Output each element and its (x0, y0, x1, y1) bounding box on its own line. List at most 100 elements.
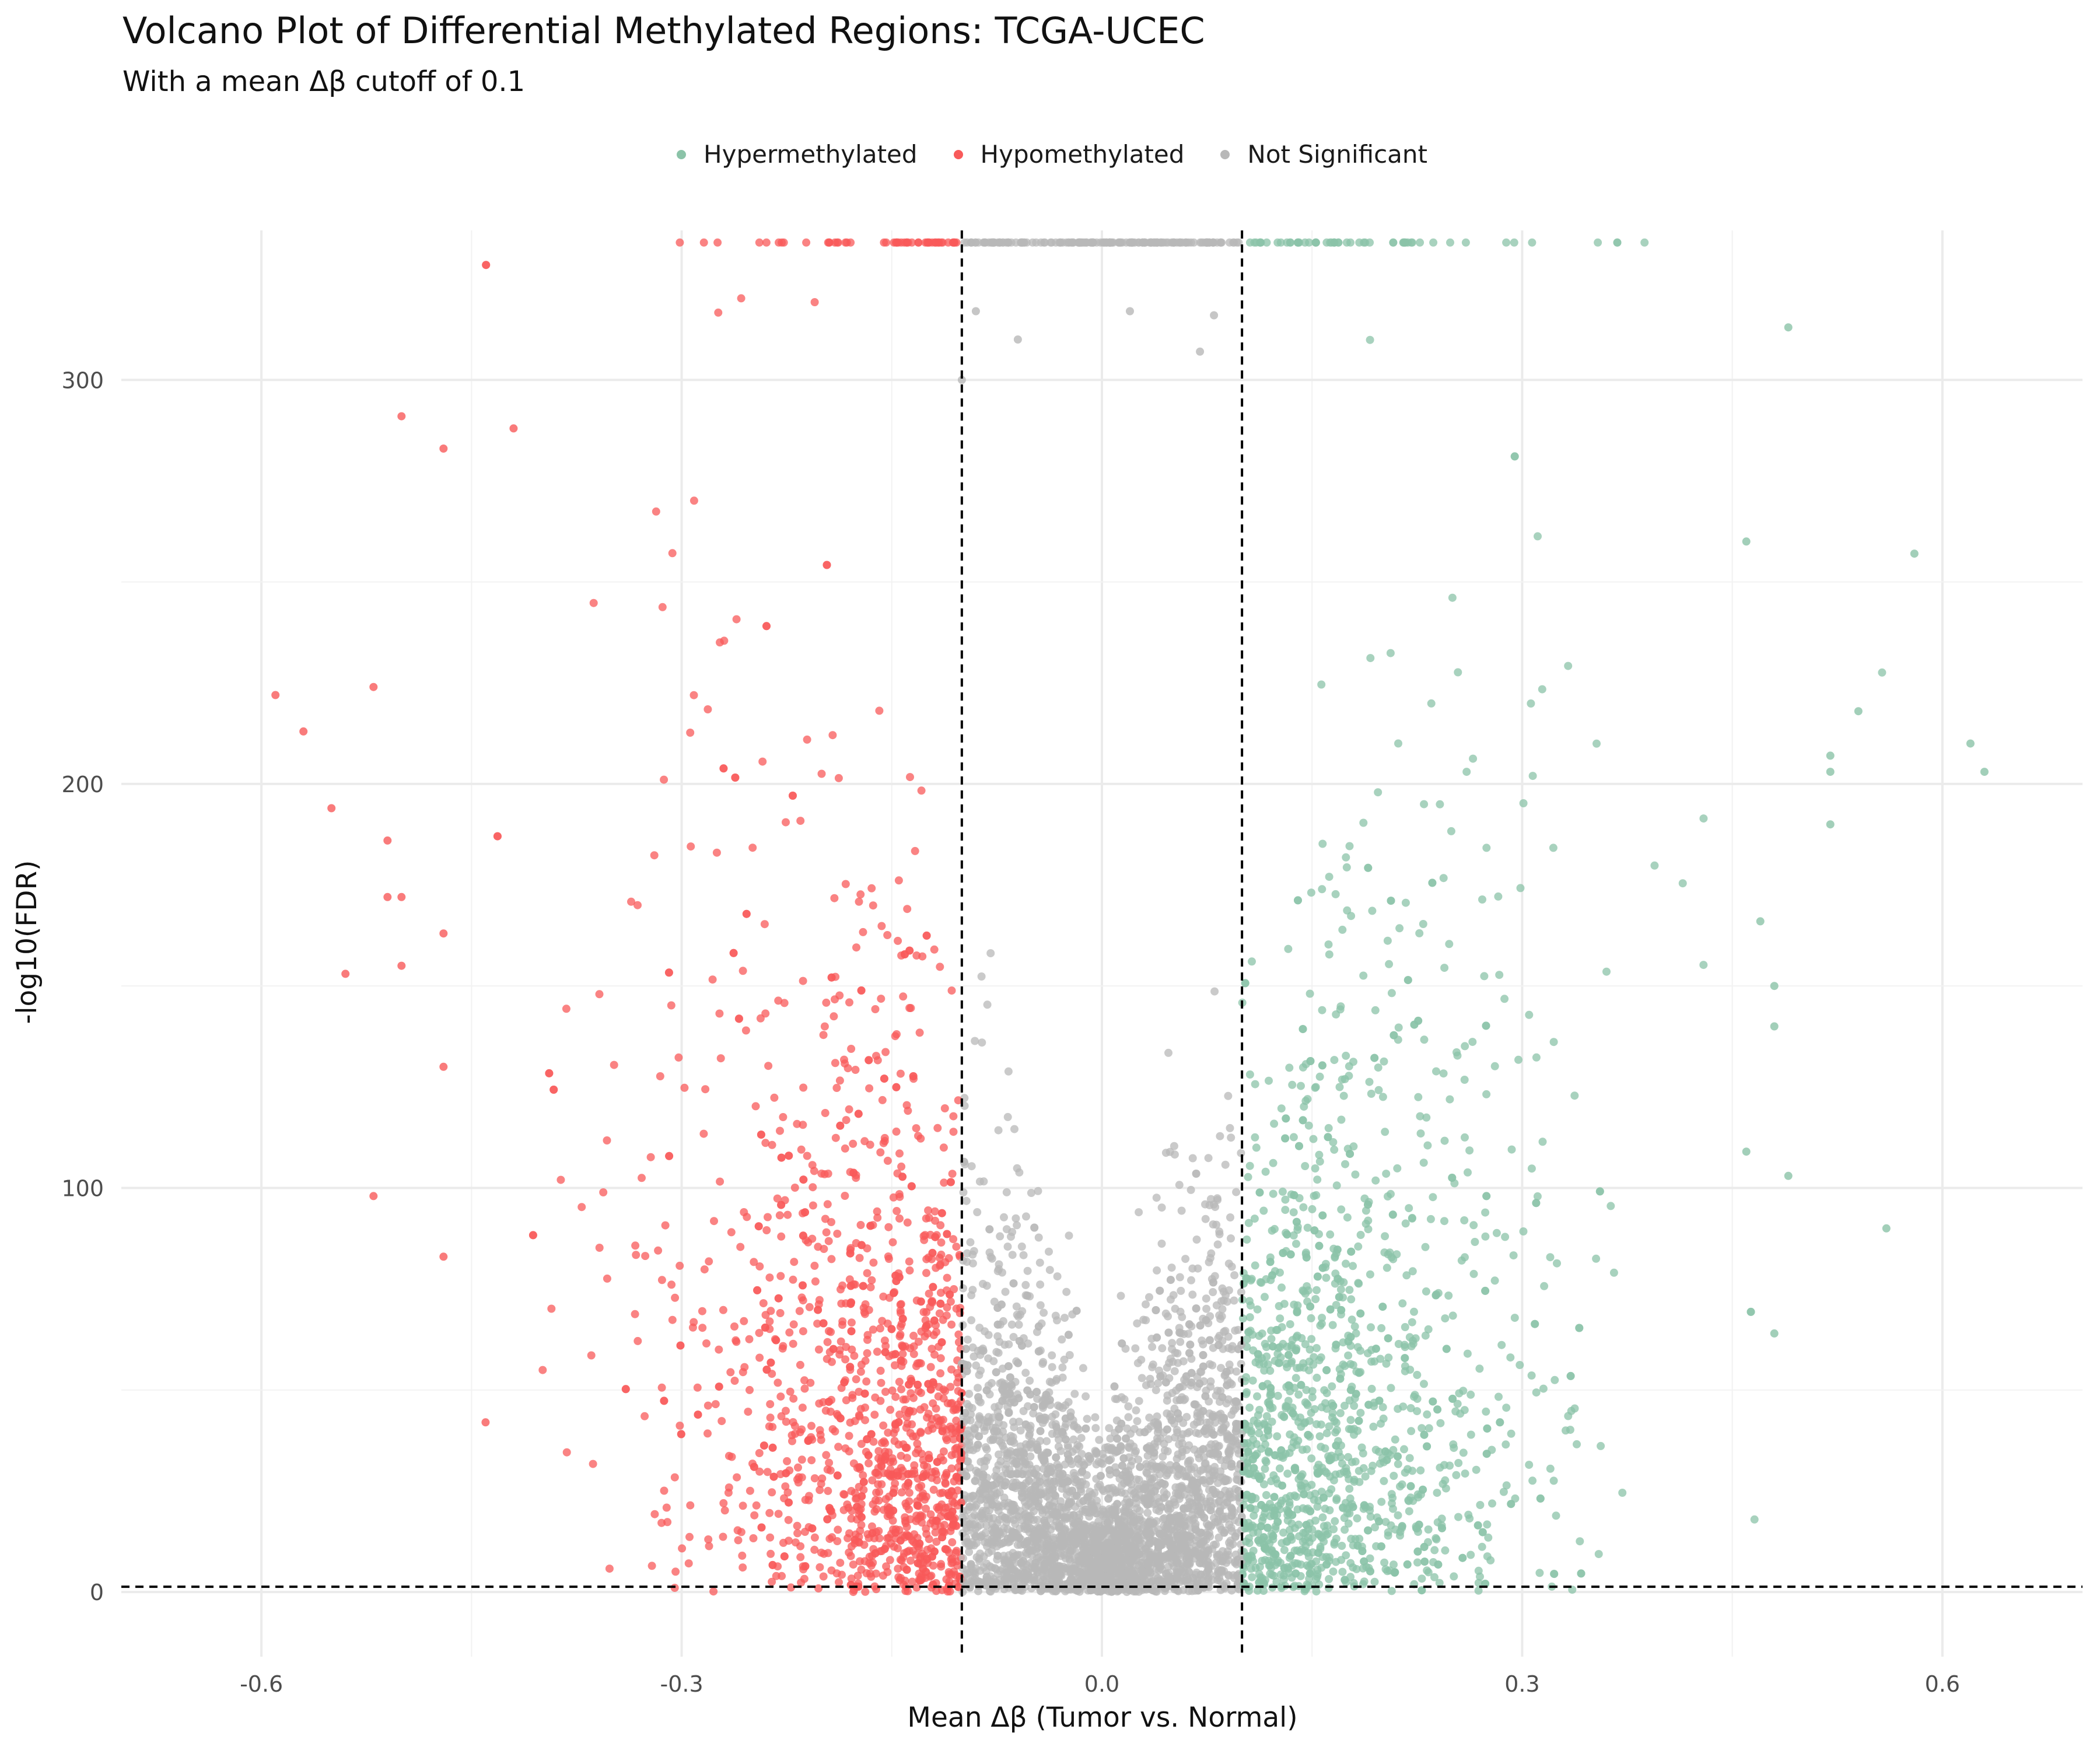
point-not-significant (1025, 1477, 1034, 1486)
point-hypermethylated (1345, 1485, 1354, 1493)
point-hypomethylated (562, 1005, 570, 1013)
point-not-significant (1177, 1206, 1186, 1215)
point-hypermethylated (1277, 1104, 1286, 1113)
point-not-significant (1091, 1424, 1100, 1433)
point-hypomethylated (808, 1183, 817, 1192)
point-hypomethylated (799, 1327, 807, 1336)
point-hypermethylated (1490, 1276, 1499, 1285)
point-hypomethylated (716, 1177, 724, 1186)
point-hypermethylated (1250, 1416, 1258, 1425)
point-hypermethylated (1374, 1063, 1382, 1072)
point-hypomethylated (732, 615, 741, 624)
point-not-significant (1229, 238, 1238, 247)
point-hypomethylated (641, 1252, 650, 1261)
point-hypomethylated (803, 735, 811, 744)
point-not-significant (968, 1259, 977, 1268)
point-hypermethylated (1359, 971, 1368, 980)
point-hypomethylated (813, 1320, 822, 1328)
point-hypermethylated (1306, 989, 1314, 998)
point-hypomethylated (766, 1400, 775, 1409)
point-not-significant (1060, 1355, 1069, 1364)
point-hypermethylated (1273, 1432, 1282, 1441)
point-hypomethylated (810, 1261, 819, 1270)
point-hypermethylated (1244, 1172, 1252, 1181)
point-hypermethylated (1418, 1574, 1426, 1583)
point-not-significant (1007, 1320, 1016, 1329)
point-hypermethylated (1325, 1422, 1334, 1431)
point-hypermethylated (1322, 1273, 1331, 1282)
legend-item-hypomethylated: Hypomethylated (953, 140, 1184, 169)
point-hypermethylated (1322, 1429, 1331, 1437)
point-hypomethylated (907, 1556, 915, 1565)
point-hypomethylated (661, 1221, 670, 1230)
point-hypermethylated (1298, 1063, 1307, 1072)
point-not-significant (1164, 1562, 1172, 1571)
point-not-significant (1056, 1497, 1065, 1506)
point-hypomethylated (693, 1383, 702, 1392)
point-hypomethylated (709, 1587, 718, 1596)
point-not-significant (1069, 1469, 1078, 1478)
point-hypomethylated (824, 1486, 832, 1495)
point-hypomethylated (755, 1449, 764, 1457)
point-hypomethylated (690, 691, 698, 699)
point-not-significant (1176, 1338, 1185, 1346)
point-hypomethylated (847, 1318, 856, 1327)
point-hypermethylated (1460, 1406, 1469, 1415)
point-hypermethylated (1494, 892, 1503, 901)
point-hypermethylated (1337, 1205, 1346, 1214)
point-hypermethylated (1269, 1572, 1278, 1580)
point-hypomethylated (800, 1384, 809, 1393)
point-hypomethylated (936, 1354, 945, 1363)
point-hypomethylated (784, 1516, 793, 1524)
point-hypermethylated (1435, 1578, 1444, 1587)
point-hypomethylated (824, 1237, 833, 1245)
point-not-significant (967, 1162, 976, 1171)
point-hypermethylated (1305, 238, 1314, 247)
point-not-significant (1116, 1292, 1125, 1300)
point-hypomethylated (849, 1139, 858, 1148)
point-hypomethylated (831, 995, 839, 1004)
point-hypomethylated (824, 1549, 832, 1558)
point-hypomethylated (839, 1506, 848, 1514)
point-hypomethylated (776, 1272, 785, 1280)
point-hypomethylated (807, 1422, 816, 1430)
point-hypomethylated (671, 1567, 680, 1576)
point-hypomethylated (841, 1059, 849, 1068)
point-not-significant (1198, 1336, 1206, 1345)
point-hypomethylated (797, 1145, 806, 1154)
point-hypomethylated (886, 1556, 894, 1564)
point-hypermethylated (1398, 1299, 1407, 1308)
point-hypermethylated (1678, 879, 1687, 888)
point-not-significant (1040, 1308, 1048, 1317)
legend-dot-icon (953, 149, 963, 159)
point-hypermethylated (1315, 1072, 1324, 1081)
point-hypermethylated (1285, 1063, 1294, 1072)
point-not-significant (1224, 1395, 1233, 1404)
point-not-significant (1134, 1455, 1143, 1464)
point-hypermethylated (1394, 1460, 1402, 1468)
point-not-significant (1124, 1413, 1133, 1422)
point-not-significant (1168, 1357, 1177, 1366)
point-not-significant (1079, 1364, 1087, 1373)
point-hypomethylated (810, 1474, 819, 1483)
point-hypomethylated (674, 1053, 683, 1062)
point-hypermethylated (1407, 1427, 1416, 1436)
point-hypermethylated (1367, 1090, 1376, 1098)
point-hypermethylated (1349, 1262, 1357, 1270)
point-not-significant (1019, 1407, 1028, 1415)
point-hypermethylated (1313, 1502, 1322, 1511)
point-not-significant (1021, 1280, 1030, 1289)
point-hypermethylated (1527, 1371, 1536, 1380)
point-hypermethylated (1307, 1454, 1316, 1463)
point-hypermethylated (1481, 1208, 1490, 1217)
point-hypermethylated (1381, 1565, 1390, 1574)
point-hypomethylated (941, 1387, 950, 1395)
point-hypomethylated (898, 1349, 907, 1358)
point-not-significant (1188, 1154, 1197, 1163)
point-hypomethylated (909, 1350, 918, 1359)
point-hypomethylated (789, 1339, 797, 1348)
point-not-significant (1005, 1340, 1013, 1349)
point-not-significant (1142, 1468, 1151, 1477)
point-not-significant (970, 1569, 978, 1577)
point-not-significant (965, 1390, 974, 1398)
